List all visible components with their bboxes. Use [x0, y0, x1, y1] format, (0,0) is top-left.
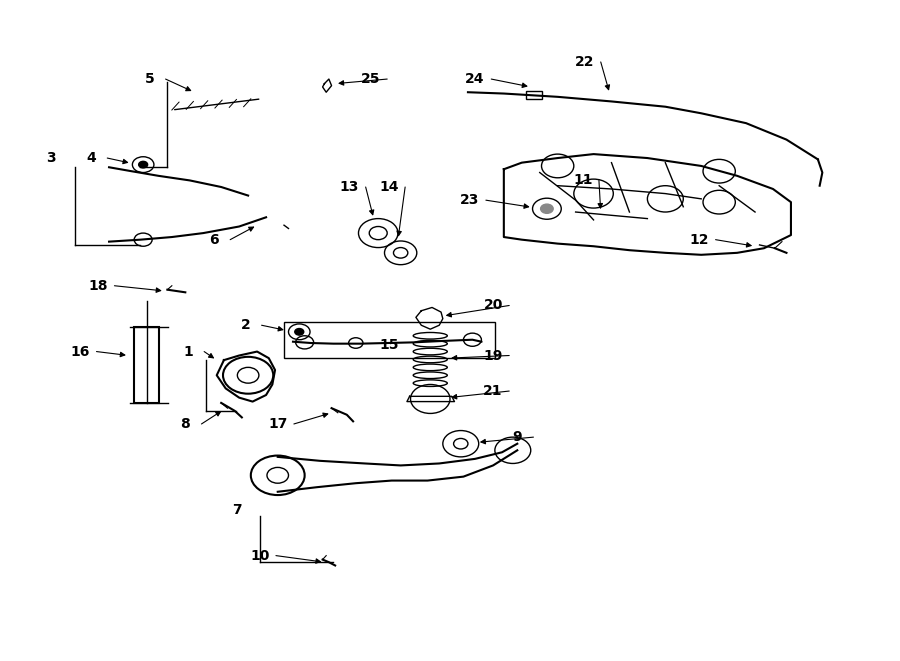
- Text: 3: 3: [46, 151, 56, 165]
- Text: 10: 10: [250, 549, 269, 563]
- Text: 22: 22: [575, 55, 594, 69]
- Text: 16: 16: [71, 344, 90, 358]
- Text: 21: 21: [483, 384, 503, 398]
- Text: 5: 5: [145, 72, 154, 86]
- Text: 19: 19: [483, 348, 503, 362]
- Text: 12: 12: [689, 233, 709, 247]
- Bar: [134, 327, 159, 403]
- Text: 14: 14: [379, 180, 399, 194]
- Circle shape: [139, 161, 148, 168]
- Text: 9: 9: [512, 430, 522, 444]
- Text: 13: 13: [340, 180, 359, 194]
- Text: 15: 15: [379, 338, 399, 352]
- Text: 20: 20: [483, 299, 503, 313]
- Text: 23: 23: [460, 193, 480, 207]
- Text: 4: 4: [86, 151, 96, 165]
- Text: 17: 17: [268, 417, 287, 431]
- Text: 2: 2: [240, 318, 250, 332]
- Circle shape: [541, 204, 554, 214]
- Circle shape: [295, 329, 304, 335]
- Text: 18: 18: [88, 279, 108, 293]
- Text: 6: 6: [209, 233, 219, 247]
- Bar: [526, 91, 543, 98]
- Text: 1: 1: [183, 344, 193, 358]
- Text: 11: 11: [573, 173, 592, 188]
- Text: 25: 25: [361, 72, 381, 86]
- Text: 24: 24: [465, 72, 485, 86]
- Text: 8: 8: [180, 417, 190, 431]
- Bar: [284, 322, 495, 358]
- Text: 7: 7: [231, 502, 241, 516]
